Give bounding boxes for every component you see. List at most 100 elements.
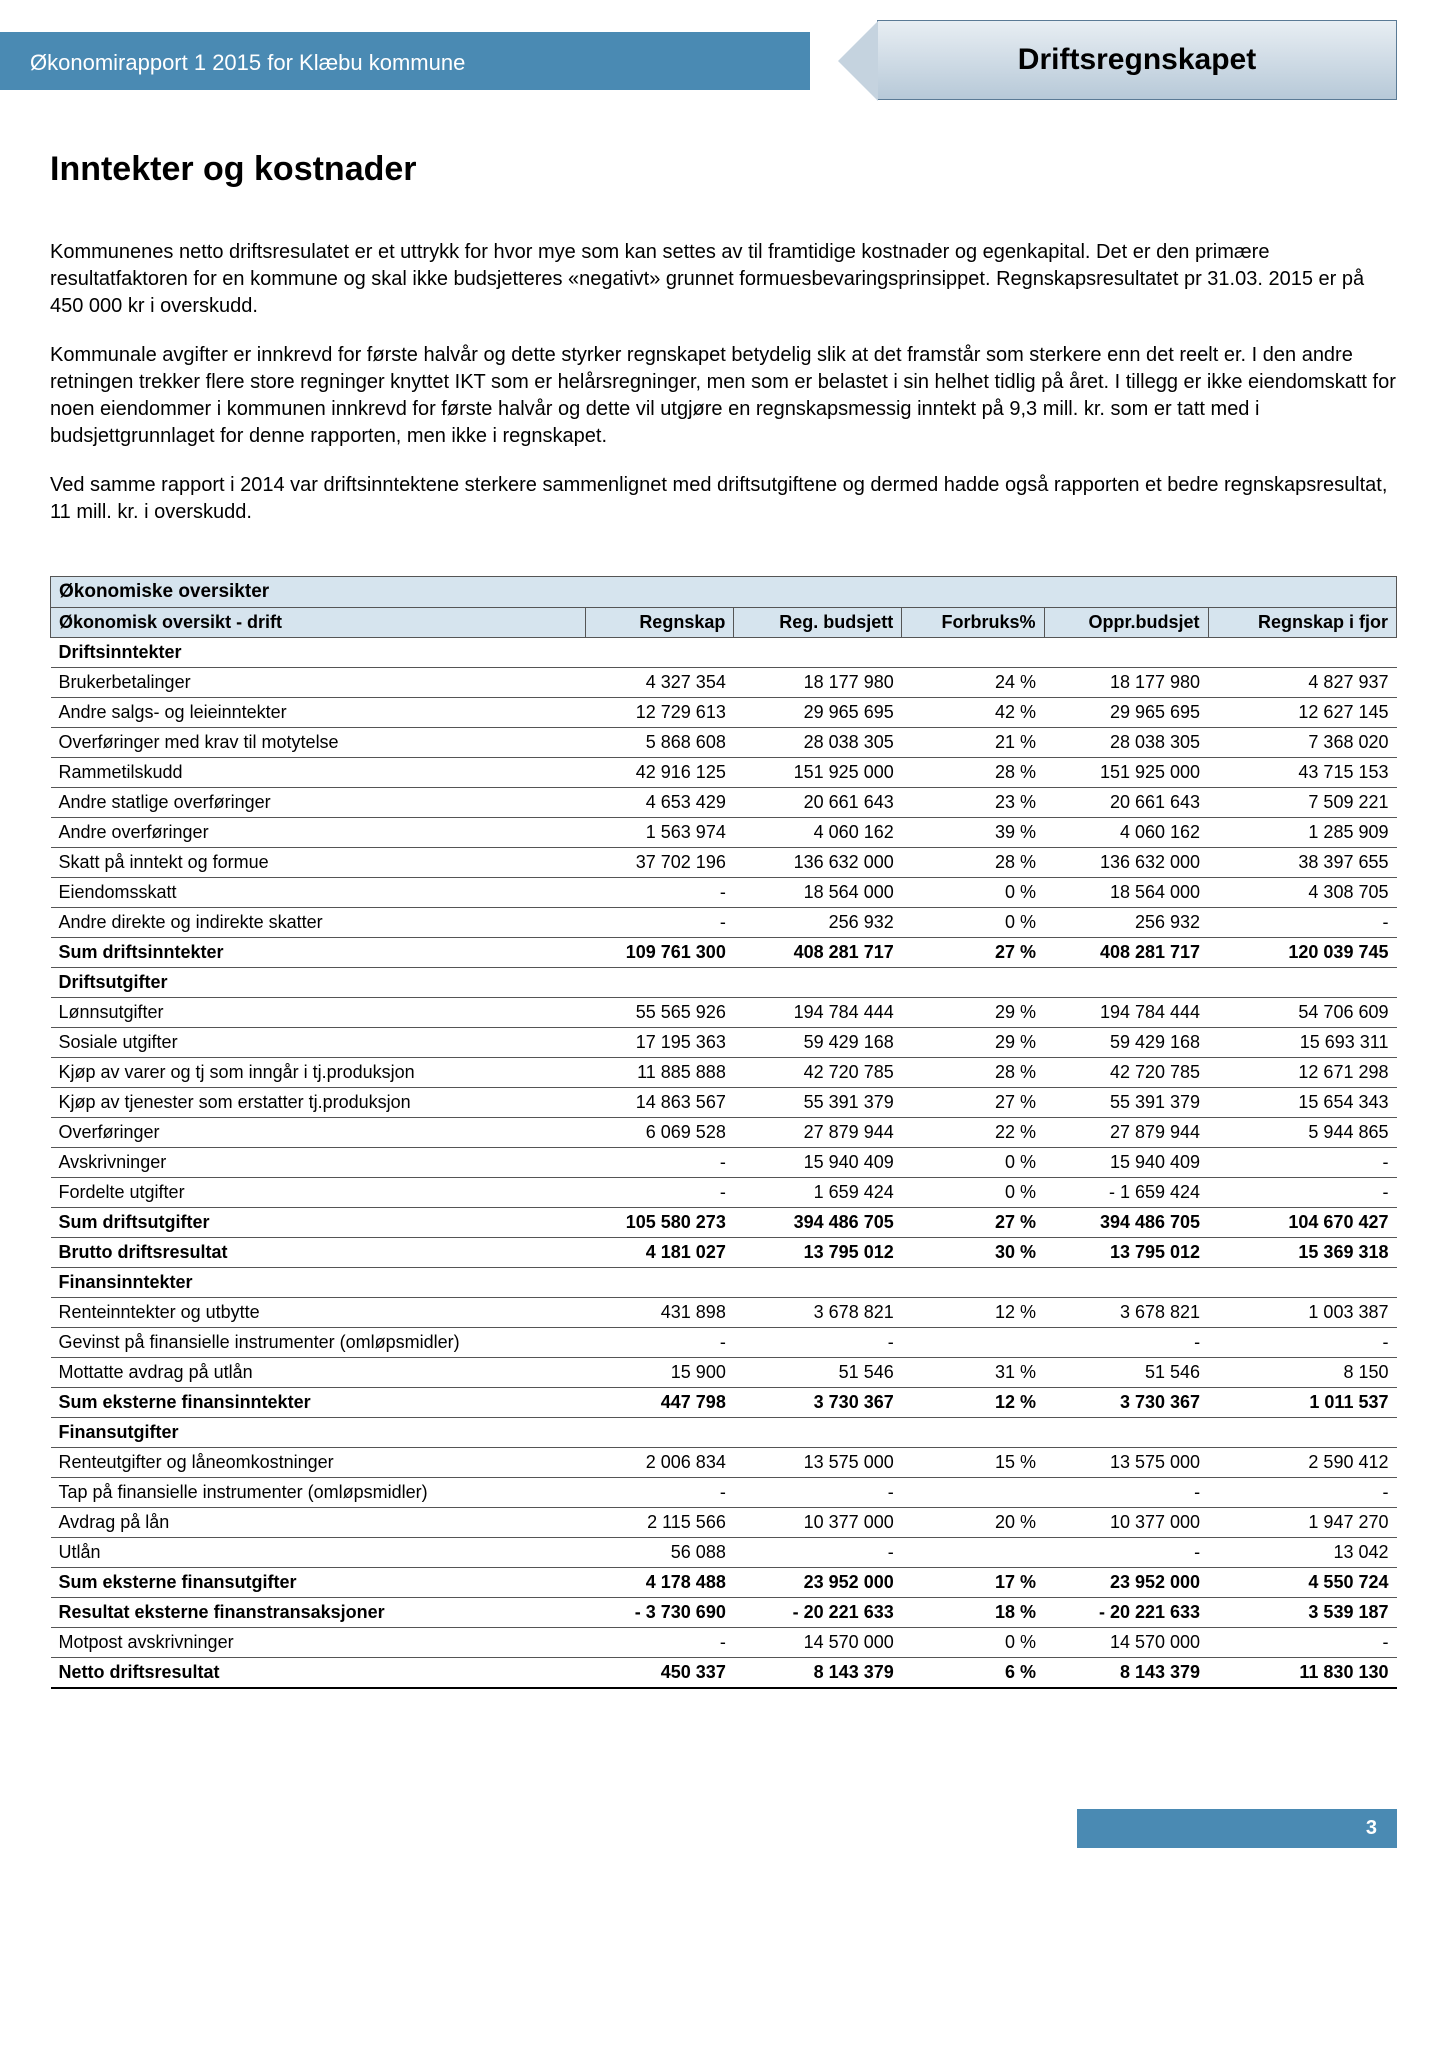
value-cell: 4 060 162 (1044, 818, 1208, 848)
value-cell: 8 143 379 (1044, 1658, 1208, 1689)
row-label: Kjøp av tjenester som erstatter tj.produ… (51, 1088, 586, 1118)
value-cell: 1 563 974 (585, 818, 734, 848)
value-cell: 20 % (902, 1508, 1044, 1538)
row-label: Andre salgs- og leieinntekter (51, 698, 586, 728)
table-row: Andre statlige overføringer4 653 42920 6… (51, 788, 1397, 818)
page-title: Inntekter og kostnader (50, 150, 1397, 189)
empty-cell (902, 638, 1044, 668)
page-footer: 3 (0, 1809, 1447, 1848)
empty-cell (1208, 638, 1396, 668)
table-row: Sum eksterne finansutgifter4 178 48823 9… (51, 1568, 1397, 1598)
tab-title: Driftsregnskapet (1018, 43, 1256, 77)
value-cell: 38 397 655 (1208, 848, 1396, 878)
value-cell: 104 670 427 (1208, 1208, 1396, 1238)
row-label: Lønnsutgifter (51, 998, 586, 1028)
value-cell: 51 546 (734, 1358, 902, 1388)
value-cell: 29 % (902, 1028, 1044, 1058)
empty-cell (902, 968, 1044, 998)
value-cell: 12 % (902, 1388, 1044, 1418)
row-label: Renteutgifter og låneomkostninger (51, 1448, 586, 1478)
value-cell: 4 181 027 (585, 1238, 734, 1268)
value-cell: 1 003 387 (1208, 1298, 1396, 1328)
table-row: Sum eksterne finansinntekter447 7983 730… (51, 1388, 1397, 1418)
value-cell: 37 702 196 (585, 848, 734, 878)
value-cell: 42 720 785 (1044, 1058, 1208, 1088)
value-cell: 23 952 000 (1044, 1568, 1208, 1598)
value-cell: 15 654 343 (1208, 1088, 1396, 1118)
value-cell: 51 546 (1044, 1358, 1208, 1388)
empty-cell (734, 638, 902, 668)
empty-cell (1044, 1418, 1208, 1448)
value-cell: 59 429 168 (734, 1028, 902, 1058)
value-cell: 408 281 717 (1044, 938, 1208, 968)
empty-cell (1044, 1268, 1208, 1298)
empty-cell (1044, 638, 1208, 668)
value-cell (902, 1328, 1044, 1358)
empty-cell (734, 968, 902, 998)
value-cell: 6 069 528 (585, 1118, 734, 1148)
value-cell: 7 368 020 (1208, 728, 1396, 758)
value-cell: 55 565 926 (585, 998, 734, 1028)
value-cell: 3 678 821 (734, 1298, 902, 1328)
row-label: Netto driftsresultat (51, 1658, 586, 1689)
table-row: Rammetilskudd42 916 125151 925 00028 %15… (51, 758, 1397, 788)
value-cell: 4 550 724 (1208, 1568, 1396, 1598)
value-cell (902, 1538, 1044, 1568)
table-row: Resultat eksterne finanstransaksjoner- 3… (51, 1598, 1397, 1628)
value-cell: 6 % (902, 1658, 1044, 1689)
value-cell: - (585, 908, 734, 938)
value-cell: 5 944 865 (1208, 1118, 1396, 1148)
value-cell: 1 659 424 (734, 1178, 902, 1208)
value-cell: 7 509 221 (1208, 788, 1396, 818)
value-cell: 3 730 367 (1044, 1388, 1208, 1418)
row-label: Sum driftsutgifter (51, 1208, 586, 1238)
table-row: Sum driftsutgifter105 580 273394 486 705… (51, 1208, 1397, 1238)
page-header: Økonomirapport 1 2015 for Klæbu kommune … (0, 0, 1447, 120)
value-cell: - (585, 1478, 734, 1508)
row-label: Avskrivninger (51, 1148, 586, 1178)
value-cell: 56 088 (585, 1538, 734, 1568)
empty-cell (902, 1418, 1044, 1448)
value-cell: - (734, 1478, 902, 1508)
value-cell: 151 925 000 (734, 758, 902, 788)
table-row: Mottatte avdrag på utlån15 90051 54631 %… (51, 1358, 1397, 1388)
empty-cell (1044, 968, 1208, 998)
value-cell: 2 115 566 (585, 1508, 734, 1538)
value-cell: 27 879 944 (1044, 1118, 1208, 1148)
row-label: Gevinst på finansielle instrumenter (oml… (51, 1328, 586, 1358)
value-cell: 42 916 125 (585, 758, 734, 788)
value-cell: 18 177 980 (734, 668, 902, 698)
value-cell: 151 925 000 (1044, 758, 1208, 788)
value-cell: 109 761 300 (585, 938, 734, 968)
empty-cell (734, 1418, 902, 1448)
value-cell: 256 932 (1044, 908, 1208, 938)
value-cell: 27 % (902, 938, 1044, 968)
table-row: Brutto driftsresultat4 181 02713 795 012… (51, 1238, 1397, 1268)
value-cell: 447 798 (585, 1388, 734, 1418)
value-cell: 13 795 012 (734, 1238, 902, 1268)
col-regnskap-fjor: Regnskap i fjor (1208, 608, 1396, 638)
value-cell: 24 % (902, 668, 1044, 698)
value-cell: 120 039 745 (1208, 938, 1396, 968)
row-label: Andre statlige overføringer (51, 788, 586, 818)
value-cell: 2 590 412 (1208, 1448, 1396, 1478)
value-cell: 15 940 409 (734, 1148, 902, 1178)
table-row: Kjøp av varer og tj som inngår i tj.prod… (51, 1058, 1397, 1088)
value-cell: 12 671 298 (1208, 1058, 1396, 1088)
value-cell: 39 % (902, 818, 1044, 848)
value-cell: - (1208, 1178, 1396, 1208)
row-label: Overføringer med krav til motytelse (51, 728, 586, 758)
value-cell: 136 632 000 (1044, 848, 1208, 878)
value-cell: 4 060 162 (734, 818, 902, 848)
row-label: Motpost avskrivninger (51, 1628, 586, 1658)
empty-cell (734, 1268, 902, 1298)
value-cell: 0 % (902, 1178, 1044, 1208)
table-body: DriftsinntekterBrukerbetalinger4 327 354… (51, 638, 1397, 1689)
row-label: Skatt på inntekt og formue (51, 848, 586, 878)
value-cell: 408 281 717 (734, 938, 902, 968)
table-row: Andre salgs- og leieinntekter12 729 6132… (51, 698, 1397, 728)
report-title: Økonomirapport 1 2015 for Klæbu kommune (30, 50, 465, 75)
value-cell: 10 377 000 (1044, 1508, 1208, 1538)
table-row: Motpost avskrivninger-14 570 0000 %14 57… (51, 1628, 1397, 1658)
value-cell: 194 784 444 (734, 998, 902, 1028)
